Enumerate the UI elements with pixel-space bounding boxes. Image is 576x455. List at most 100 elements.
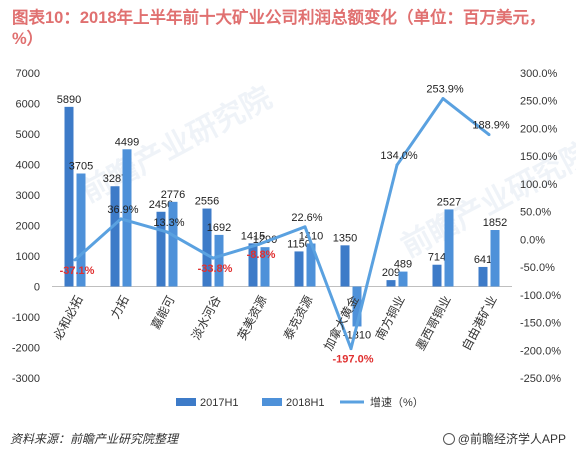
left-axis-tick-label: 5000 <box>16 129 40 141</box>
brand-credit: @前瞻经济学人APP <box>442 430 566 447</box>
bar-2018h1 <box>306 243 316 287</box>
bar-2018h1 <box>168 201 178 287</box>
legend-2017h1-label: 2017H1 <box>200 397 239 409</box>
right-axis-tick-label: 150.0% <box>520 151 558 163</box>
bar-2018h1-value-label: 3705 <box>69 160 93 172</box>
bar-2018h1 <box>444 209 454 287</box>
category-label: 南方铜业 <box>372 293 408 342</box>
left-axis-tick-label: 2000 <box>16 221 40 233</box>
left-axis-tick-label: -2000 <box>12 343 40 355</box>
legend-growth-label: 增速（%） <box>370 395 424 409</box>
right-axis-tick-label: -150.0% <box>520 318 561 330</box>
bar-2017h1-value-label: 714 <box>428 252 446 264</box>
chart-title: 图表10：2018年上半年前十大矿业公司利润总额变化（单位：百万美元，%） <box>12 9 546 48</box>
growth-value-label: -197.0% <box>333 354 374 366</box>
left-axis-tick-label: -3000 <box>12 373 40 385</box>
left-axis-tick-label: 7000 <box>16 68 40 80</box>
bar-2018h1-value-label: 4499 <box>115 136 139 148</box>
bar-2017h1 <box>156 211 166 287</box>
bar-2017h1-value-label: 1415 <box>241 230 265 242</box>
category-label: 力拓 <box>108 293 132 321</box>
bar-2018h1 <box>214 234 224 287</box>
legend-2018h1-swatch <box>262 398 282 406</box>
bar-2018h1 <box>398 271 408 287</box>
bar-2017h1 <box>202 208 212 287</box>
brand-text: @前瞻经济学人APP <box>457 432 566 446</box>
bar-2018h1-value-label: -1310 <box>343 329 371 341</box>
bar-2017h1-value-label: 1350 <box>333 232 357 244</box>
growth-value-label: 22.6% <box>291 212 322 224</box>
left-axis-tick-label: 3000 <box>16 190 40 202</box>
growth-point <box>257 242 261 246</box>
bar-2018h1 <box>76 173 86 287</box>
right-axis-tick-label: 300.0% <box>520 68 558 80</box>
bar-2018h1-value-label: 1410 <box>299 230 323 242</box>
bar-2018h1-value-label: 2776 <box>161 189 185 201</box>
category-label: 自由港矿业 <box>459 293 500 353</box>
bar-2017h1 <box>478 266 488 287</box>
growth-value-label: -33.8% <box>198 263 233 275</box>
bar-2017h1 <box>294 251 304 287</box>
growth-value-label: 253.9% <box>426 84 464 96</box>
bar-2018h1-value-label: 489 <box>394 259 412 271</box>
category-label: 嘉能可 <box>148 293 177 331</box>
growth-point <box>441 97 445 101</box>
right-axis-tick-label: 50.0% <box>520 207 551 219</box>
category-label: 淡水河谷 <box>189 293 224 342</box>
bar-2018h1-value-label: 1852 <box>483 217 507 229</box>
growth-point <box>165 230 169 234</box>
bar-2017h1 <box>340 245 350 287</box>
left-axis-tick-label: 1000 <box>16 251 40 263</box>
bar-2017h1 <box>110 186 120 287</box>
left-axis-tick-label: -1000 <box>12 312 40 324</box>
bar-2017h1 <box>432 264 442 287</box>
legend-2017h1-swatch <box>176 398 196 406</box>
bar-2017h1-value-label: 1150 <box>287 238 311 250</box>
growth-value-label: 134.0% <box>380 150 418 162</box>
growth-point <box>395 163 399 167</box>
growth-point <box>119 217 123 221</box>
category-label: 墨西哥铜业 <box>412 293 453 353</box>
legend-2018h1-label: 2018H1 <box>286 397 325 409</box>
bar-2018h1-value-label: 1692 <box>207 222 231 234</box>
growth-value-label: 188.9% <box>472 120 510 132</box>
right-axis-tick-label: 100.0% <box>520 179 558 191</box>
growth-value-label: 36.9% <box>107 204 138 216</box>
bar-2018h1 <box>352 286 362 327</box>
right-axis-tick-label: 0.0% <box>520 234 545 246</box>
bar-2018h1-value-label: 2527 <box>437 196 461 208</box>
right-axis-tick-label: -100.0% <box>520 290 561 302</box>
growth-point <box>487 133 491 137</box>
left-axis-tick-label: 0 <box>34 282 40 294</box>
right-axis-tick-label: -200.0% <box>520 345 561 357</box>
growth-value-label: -8.8% <box>247 249 276 261</box>
bar-2018h1 <box>122 149 132 287</box>
bar-2017h1 <box>248 243 258 287</box>
bar-2017h1-value-label: 641 <box>474 254 492 266</box>
bar-2017h1-value-label: 2450 <box>149 199 173 211</box>
growth-point <box>211 256 215 260</box>
bar-2017h1 <box>386 280 396 287</box>
category-label: 必和必拓 <box>51 293 86 342</box>
bar-2017h1-value-label: 5890 <box>57 94 81 106</box>
bar-2018h1 <box>490 230 500 287</box>
right-axis-tick-label: 200.0% <box>520 123 558 135</box>
growth-point <box>303 225 307 229</box>
brand-logo-icon <box>442 433 455 445</box>
growth-point <box>73 258 77 262</box>
right-axis-tick-label: -50.0% <box>520 262 555 274</box>
growth-point <box>349 347 353 351</box>
growth-value-label: 13.3% <box>153 217 184 229</box>
source-note: 资料来源：前瞻产业研究院整理 <box>10 432 179 446</box>
left-axis-tick-label: 4000 <box>16 160 40 172</box>
category-label: 泰克资源 <box>281 293 316 342</box>
growth-value-label: -37.1% <box>60 265 95 277</box>
growth-line <box>74 97 490 351</box>
bar-2018h1 <box>260 247 270 287</box>
left-axis-tick-label: 6000 <box>16 99 40 111</box>
bar-2017h1 <box>64 106 74 287</box>
bar-2017h1-value-label: 2556 <box>195 196 219 208</box>
right-axis-tick-label: 250.0% <box>520 96 558 108</box>
bar-2017h1-value-label: 209 <box>382 267 400 279</box>
